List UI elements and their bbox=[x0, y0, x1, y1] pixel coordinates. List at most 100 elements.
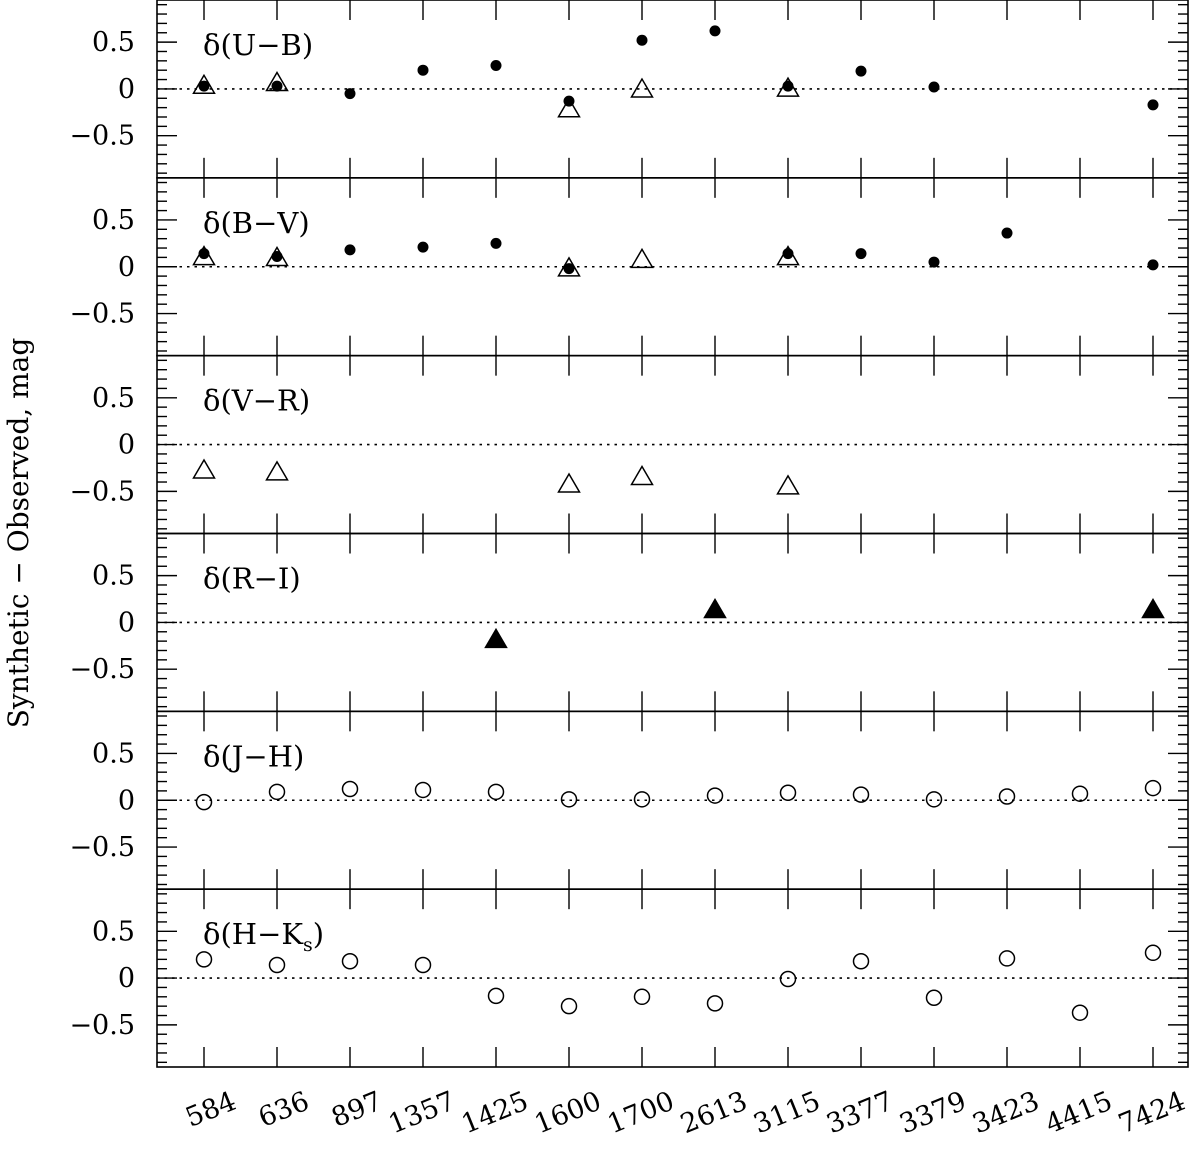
panel-label: δ(H−Ks) bbox=[203, 917, 324, 956]
data-point-open-circle bbox=[341, 780, 359, 798]
data-point-open-circle bbox=[414, 956, 432, 974]
y-tick-label: 0 bbox=[118, 430, 135, 461]
data-point-filled-circle bbox=[855, 248, 867, 260]
y-tick-label: 0.5 bbox=[92, 738, 135, 769]
panel-label: δ(U−B) bbox=[203, 28, 313, 62]
data-point-filled-circle bbox=[1001, 227, 1013, 239]
data-point-open-triangle bbox=[192, 458, 216, 479]
data-point-filled-circle bbox=[198, 80, 210, 92]
data-point-filled-triangle bbox=[484, 627, 508, 649]
panel-label: δ(V−R) bbox=[203, 384, 310, 418]
data-point-open-triangle bbox=[265, 460, 289, 481]
data-point-filled-circle bbox=[490, 60, 502, 72]
data-point-open-circle bbox=[852, 952, 870, 970]
data-point-filled-circle bbox=[271, 80, 283, 92]
data-point-open-circle bbox=[706, 787, 724, 804]
panels-layer: 0.5 0 −0.5 δ(U−B) 0.5 0 −0.5 δ(B−V) 0.5 0 −0.5 δ(V−… bbox=[69, 0, 1189, 1068]
panel-label: δ(B−V) bbox=[203, 206, 310, 240]
data-point-filled-circle bbox=[636, 34, 648, 46]
panel-label: δ(J−H) bbox=[203, 739, 304, 773]
data-point-open-circle bbox=[633, 791, 651, 808]
category-label: 3423 bbox=[968, 1086, 1043, 1140]
data-point-open-circle bbox=[195, 793, 213, 811]
data-point-open-triangle bbox=[192, 245, 216, 266]
y-tick-label: 0.5 bbox=[92, 916, 135, 947]
data-point-open-circle bbox=[268, 783, 286, 801]
data-point-open-circle bbox=[1071, 785, 1089, 802]
y-axis-title: Synthetic − Observed, mag bbox=[2, 338, 35, 729]
data-point-open-triangle bbox=[630, 465, 654, 486]
data-point-open-triangle bbox=[265, 71, 289, 92]
data-point-open-circle bbox=[1071, 1004, 1089, 1021]
panel-label: δ(R−I) bbox=[203, 562, 301, 596]
category-label: 3115 bbox=[749, 1086, 824, 1140]
category-label: 1600 bbox=[530, 1086, 605, 1140]
data-point-filled-circle bbox=[1147, 99, 1159, 111]
y-tick-label: −0.5 bbox=[69, 121, 135, 152]
data-point-filled-circle bbox=[490, 237, 502, 249]
data-point-filled-circle bbox=[417, 64, 429, 76]
panel-4: 0.5 0 −0.5 δ(R−I) bbox=[69, 532, 1189, 713]
y-tick-label: 0 bbox=[118, 963, 135, 994]
category-label: 584 bbox=[181, 1086, 240, 1134]
data-point-filled-circle bbox=[271, 250, 283, 262]
data-point-open-triangle bbox=[557, 472, 581, 493]
data-point-open-triangle bbox=[630, 247, 654, 269]
y-tick-label: 0.5 bbox=[92, 561, 135, 592]
category-labels: 584 636 8971357142516001700261331153377337… bbox=[181, 1086, 1189, 1140]
data-point-open-circle bbox=[341, 952, 359, 970]
panel-1: 0.5 0 −0.5 δ(U−B) bbox=[69, 0, 1189, 179]
data-point-filled-circle bbox=[344, 244, 356, 256]
data-point-open-triangle bbox=[630, 77, 654, 98]
panel-frame bbox=[156, 177, 1189, 357]
panel-2: 0.5 0 −0.5 δ(B−V) bbox=[69, 177, 1189, 357]
data-point-open-circle bbox=[268, 956, 286, 974]
data-point-filled-circle bbox=[709, 25, 721, 37]
data-point-open-circle bbox=[195, 951, 213, 968]
data-point-open-circle bbox=[633, 988, 651, 1006]
y-tick-label: −0.5 bbox=[69, 1010, 135, 1041]
data-point-open-circle bbox=[925, 989, 943, 1006]
panel-3: 0.5 0 −0.5 δ(V−R) bbox=[69, 354, 1189, 535]
data-point-open-triangle bbox=[557, 97, 581, 118]
panel-frame bbox=[156, 354, 1189, 535]
data-point-open-circle bbox=[852, 786, 870, 803]
data-point-open-circle bbox=[414, 781, 432, 799]
category-label: 4415 bbox=[1041, 1086, 1116, 1140]
data-point-open-circle bbox=[706, 995, 724, 1012]
data-point-open-circle bbox=[1144, 944, 1162, 962]
category-label: 1357 bbox=[384, 1086, 459, 1140]
data-point-filled-triangle bbox=[1141, 597, 1165, 619]
data-point-open-circle bbox=[487, 783, 505, 801]
data-point-open-circle bbox=[779, 784, 797, 802]
data-point-filled-circle bbox=[928, 256, 940, 268]
y-tick-label: −0.5 bbox=[69, 832, 135, 863]
category-label: 2613 bbox=[676, 1086, 751, 1140]
y-tick-label: −0.5 bbox=[69, 476, 135, 507]
data-point-open-circle bbox=[560, 791, 578, 808]
data-point-open-circle bbox=[1144, 779, 1162, 797]
y-tick-label: 0.5 bbox=[92, 383, 135, 414]
data-point-filled-circle bbox=[344, 88, 356, 100]
category-label: 7424 bbox=[1114, 1086, 1189, 1140]
data-point-open-circle bbox=[925, 791, 943, 808]
panel-frame bbox=[156, 0, 1189, 179]
y-tick-label: 0.5 bbox=[92, 205, 135, 236]
y-tick-label: −0.5 bbox=[69, 299, 135, 330]
category-label: 897 bbox=[327, 1086, 386, 1134]
data-point-open-triangle bbox=[776, 474, 800, 495]
data-point-filled-circle bbox=[928, 81, 940, 93]
data-point-filled-circle bbox=[563, 263, 575, 275]
category-label: 3377 bbox=[822, 1086, 897, 1140]
panel-frame bbox=[156, 532, 1189, 713]
panel-6: 0.5 0 −0.5 δ(H−Ks) bbox=[69, 888, 1189, 1068]
category-label: 3379 bbox=[895, 1086, 970, 1140]
y-tick-label: 0 bbox=[118, 74, 135, 105]
panel-frame bbox=[156, 888, 1189, 1068]
category-label: 1425 bbox=[457, 1086, 532, 1140]
data-point-filled-circle bbox=[417, 241, 429, 253]
data-point-open-triangle bbox=[557, 256, 581, 277]
data-point-open-circle bbox=[779, 970, 797, 988]
y-tick-label: −0.5 bbox=[69, 654, 135, 685]
